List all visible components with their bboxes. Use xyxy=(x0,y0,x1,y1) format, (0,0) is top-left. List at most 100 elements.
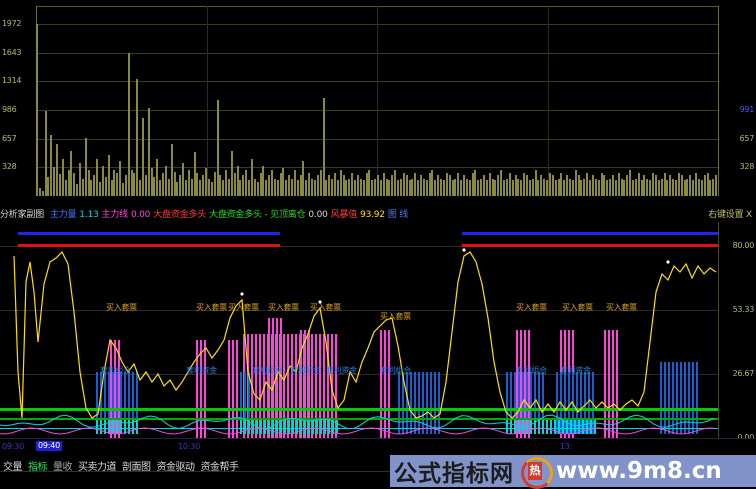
volume-bar xyxy=(314,180,316,196)
volume-bar xyxy=(257,182,259,196)
volume-bar xyxy=(142,117,144,196)
cyan-bar xyxy=(292,418,294,434)
cyan-bar xyxy=(264,418,266,434)
tab-交量[interactable]: 交量 xyxy=(3,462,23,473)
volume-bar xyxy=(277,180,279,196)
cyan-bar xyxy=(284,418,286,434)
cyan-bar xyxy=(550,418,552,434)
volume-bar xyxy=(560,173,562,196)
volume-right-axis-line xyxy=(718,6,719,196)
volume-bar xyxy=(420,175,422,196)
magenta-signal-bar xyxy=(388,330,390,438)
volume-bar xyxy=(529,180,531,196)
blue-volume-bar xyxy=(506,372,508,434)
volume-bar xyxy=(151,168,153,196)
tab-剖面图[interactable]: 剖面图 xyxy=(122,462,151,473)
blue-volume-bar xyxy=(692,362,694,434)
blue-volume-bar xyxy=(568,372,570,434)
volume-bar xyxy=(251,159,253,196)
cyan-bar xyxy=(578,418,580,434)
indicator-legend-item: 风暴值 xyxy=(330,210,358,220)
blue-volume-bar xyxy=(680,362,682,434)
volume-bar xyxy=(297,180,299,196)
volume-bar xyxy=(85,138,87,196)
volume-bar xyxy=(317,175,319,196)
blue-volume-bar xyxy=(688,362,690,434)
tab-资金帮手[interactable]: 资金帮手 xyxy=(200,462,240,473)
volume-plot-area xyxy=(36,6,718,196)
tab-买卖力道[interactable]: 买卖力道 xyxy=(78,462,117,473)
volume-bar xyxy=(664,173,666,196)
volume-bar xyxy=(661,178,663,196)
volume-bar xyxy=(643,175,645,196)
magenta-signal-bar xyxy=(114,340,116,438)
tab-list[interactable]: 交量 指标 量收 买卖力道 剖面图 资金驱动 资金帮手 xyxy=(0,455,390,473)
indicator-legend-bar[interactable]: 分析家副图 主力量 1.13 主力线 0.00 大盘资金多头 大盘资金多头 - 见顶离仓 0… xyxy=(0,208,756,222)
bar-group-label: 套利组合 xyxy=(516,366,547,375)
main-gridline xyxy=(0,310,718,311)
magenta-signal-bar xyxy=(291,334,293,438)
cyan-bar xyxy=(514,418,516,434)
blue-volume-bar xyxy=(418,372,420,434)
volume-bar xyxy=(500,169,502,196)
volume-bar xyxy=(552,175,554,196)
bar-group-label: 套利资金 xyxy=(560,366,591,375)
main-right-axis-line xyxy=(718,222,719,438)
tab-量收[interactable]: 量收 xyxy=(53,462,73,473)
cyan-bar xyxy=(538,418,540,434)
blue-volume-bar xyxy=(426,372,428,434)
volume-bar xyxy=(437,175,439,196)
volume-bar xyxy=(440,178,442,196)
main-gridline xyxy=(0,246,718,247)
cyan-bar xyxy=(582,418,584,434)
tab-指标[interactable]: 指标 xyxy=(28,462,48,473)
indicator-settings-label[interactable]: 右键设置 X xyxy=(708,210,752,220)
volume-bar xyxy=(623,180,625,196)
volume-bar xyxy=(546,180,548,196)
blue-volume-bar xyxy=(580,372,582,434)
main-right-axis-tick: 80.00 xyxy=(732,241,755,250)
magenta-signal-bar xyxy=(384,330,386,438)
volume-bar xyxy=(128,53,130,196)
volume-bar xyxy=(73,173,75,196)
main-line-series-layer xyxy=(0,248,717,435)
volume-bar xyxy=(512,180,514,196)
indicator-legend-item: 93.92 xyxy=(360,210,385,220)
watermark-site-name: 公式指标网 xyxy=(394,461,514,487)
volume-bar xyxy=(609,178,611,196)
volume-bar xyxy=(50,135,52,196)
cyan-bar xyxy=(136,418,138,434)
magenta-signal-bar xyxy=(232,340,234,438)
volume-bar xyxy=(686,178,688,196)
volume-bar xyxy=(53,167,55,196)
volume-bar xyxy=(411,178,413,196)
volume-bar xyxy=(391,175,393,196)
volume-bar xyxy=(483,175,485,196)
volume-bar xyxy=(423,178,425,196)
volume-bar xyxy=(291,178,293,196)
cyan-bar xyxy=(132,418,134,434)
cyan-bar xyxy=(324,418,326,434)
volume-bar xyxy=(477,180,479,196)
volume-bar xyxy=(601,173,603,196)
volume-bar xyxy=(202,175,204,196)
volume-bar xyxy=(523,173,525,196)
extreme-marker xyxy=(462,248,466,252)
cyan-bar xyxy=(332,418,334,434)
volume-bar xyxy=(472,173,474,196)
volume-bar xyxy=(629,169,631,196)
magenta-signal-bar xyxy=(272,318,274,438)
cyan-bar xyxy=(510,418,512,434)
volume-bar xyxy=(566,175,568,196)
volume-bar xyxy=(681,175,683,196)
volume-bar xyxy=(452,180,454,196)
magenta-signal-bar xyxy=(259,334,261,438)
volume-bar xyxy=(486,180,488,196)
blue-volume-bar xyxy=(116,372,118,434)
tab-资金驱动[interactable]: 资金驱动 xyxy=(156,462,196,473)
cyan-bar xyxy=(260,418,262,434)
cyan-bar xyxy=(558,418,560,434)
volume-bar xyxy=(474,169,476,196)
volume-bar xyxy=(386,178,388,196)
blue-volume-bar xyxy=(510,372,512,434)
